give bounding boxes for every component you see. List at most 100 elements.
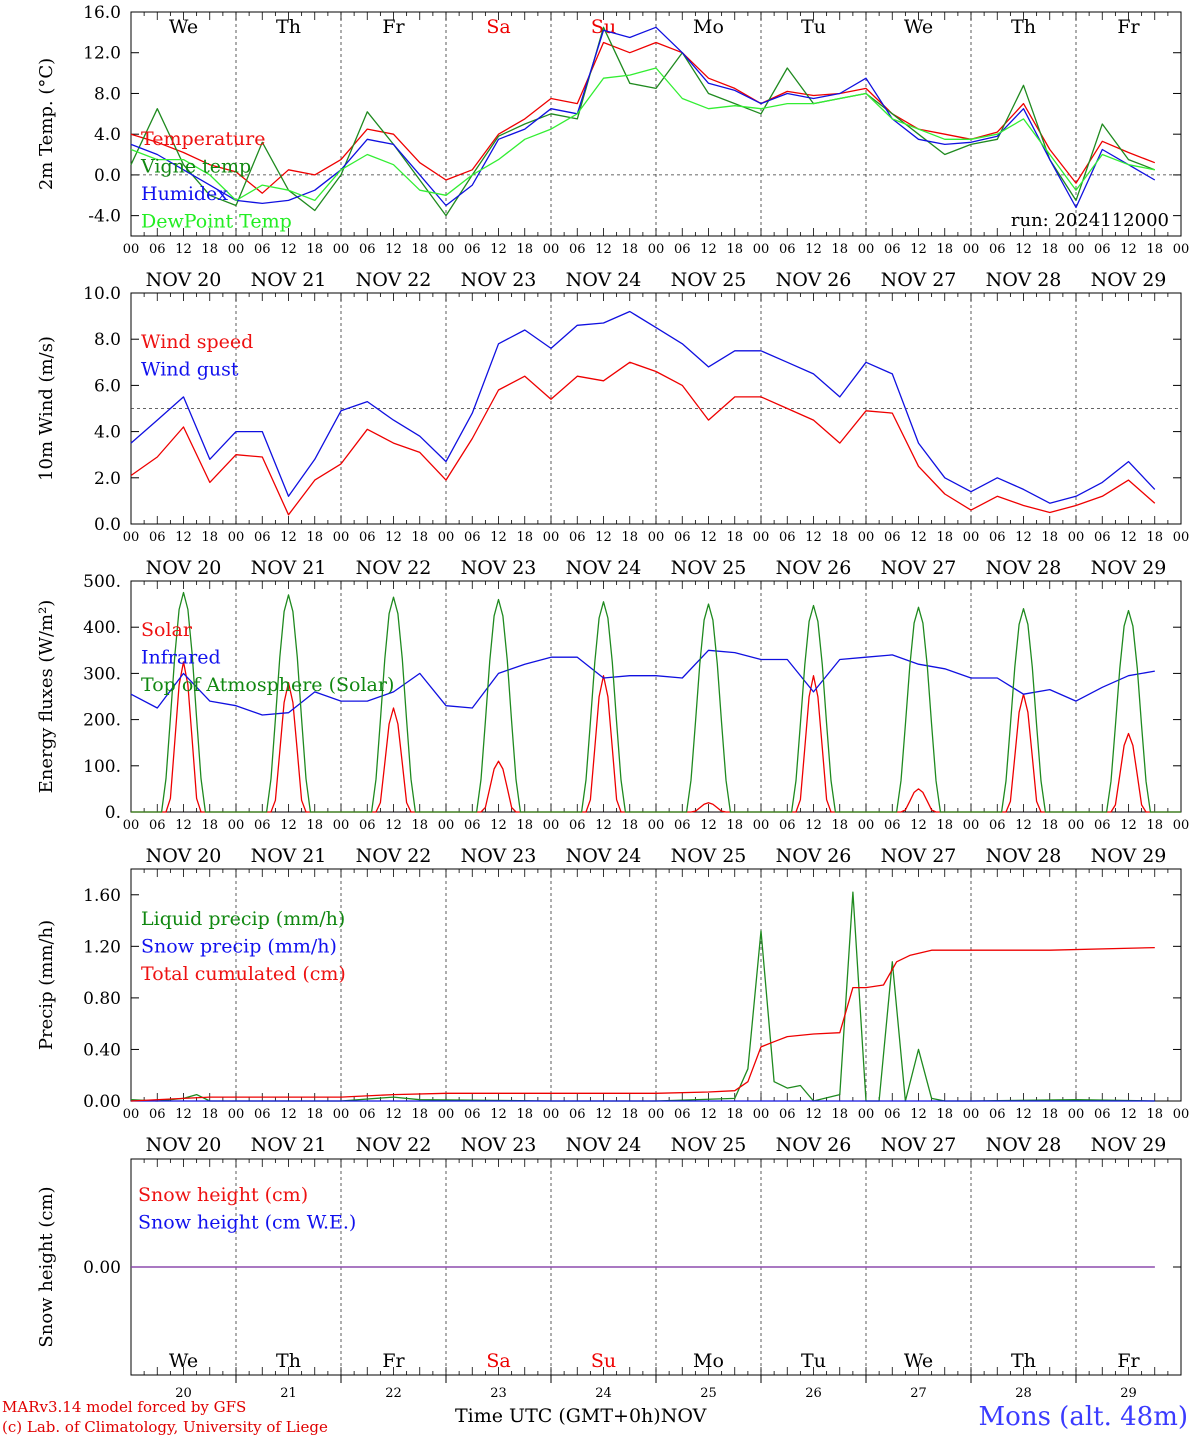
x-date-label: NOV 25 bbox=[671, 845, 747, 867]
x-hour-label: 00 bbox=[123, 530, 140, 545]
x-hour-label: 06 bbox=[359, 242, 376, 257]
legend-entry: Solar bbox=[141, 619, 193, 641]
legend-entry: Humidex bbox=[141, 183, 228, 205]
x-hour-label: 00 bbox=[963, 1107, 980, 1122]
x-hour-label: 00 bbox=[858, 242, 875, 257]
x-hour-label: 06 bbox=[569, 1107, 586, 1122]
x-hour-label: 12 bbox=[595, 242, 612, 257]
x-hour-label: 00 bbox=[858, 1107, 875, 1122]
x-hour-label: 18 bbox=[201, 818, 218, 833]
y-tick-label: 200. bbox=[83, 711, 121, 731]
x-date-label: NOV 20 bbox=[146, 845, 222, 867]
x-date-label: NOV 21 bbox=[251, 557, 327, 579]
legend-entry: Top of Atmosphere (Solar) bbox=[141, 674, 394, 696]
y-axis-label: Snow height (cm) bbox=[36, 1186, 57, 1347]
x-hour-label: 06 bbox=[884, 242, 901, 257]
panel-1: -4.0 0.0 4.0 8.0 12.0 16.0 2m Temp. (°C) 00 06 12… bbox=[36, 3, 1189, 291]
x-hour-label: 00 bbox=[333, 530, 350, 545]
x-hour-label: 00 bbox=[438, 530, 455, 545]
plot-frame bbox=[130, 11, 1182, 237]
x-hour-label: 18 bbox=[831, 242, 848, 257]
x-hour-label: 00 bbox=[753, 242, 770, 257]
x-hour-label: 06 bbox=[149, 530, 166, 545]
x-hour-label: 18 bbox=[726, 818, 743, 833]
x-hour-label: 12 bbox=[1015, 530, 1032, 545]
x-hour-label: 00 bbox=[543, 1107, 560, 1122]
x-hour-label: 12 bbox=[1015, 242, 1032, 257]
x-hour-label: 06 bbox=[254, 818, 271, 833]
x-hour-label: 12 bbox=[805, 1107, 822, 1122]
legend-entry: Snow precip (mm/h) bbox=[141, 936, 337, 958]
x-hour-label: 12 bbox=[910, 530, 927, 545]
x-hour-label: 06 bbox=[884, 818, 901, 833]
x-date-label: NOV 21 bbox=[251, 845, 327, 867]
x-hour-label: 18 bbox=[936, 242, 953, 257]
x-hour-label: 00 bbox=[333, 818, 350, 833]
x-hour-label: 06 bbox=[149, 242, 166, 257]
x-hour-label: 06 bbox=[779, 818, 796, 833]
x-hour-label: 18 bbox=[936, 530, 953, 545]
x-date-label: NOV 21 bbox=[251, 1134, 327, 1156]
x-hour-label: 18 bbox=[621, 530, 638, 545]
y-tick-label: 6.0 bbox=[94, 376, 121, 396]
x-hour-label: 06 bbox=[254, 242, 271, 257]
day-name: Fr bbox=[382, 1350, 405, 1372]
x-hour-label: 00 bbox=[228, 530, 245, 545]
y-tick-label: 0.80 bbox=[83, 989, 121, 1009]
x-hour-label: 06 bbox=[1094, 818, 1111, 833]
x-hour-label: 18 bbox=[516, 242, 533, 257]
series-line-top-of-atmosphere-solar bbox=[131, 591, 1181, 813]
x-hour-label: 18 bbox=[201, 530, 218, 545]
day-name: Mo bbox=[693, 16, 724, 38]
y-tick-label: -4.0 bbox=[88, 207, 121, 227]
x-hour-label: 12 bbox=[175, 1107, 192, 1122]
x-hour-label: 00 bbox=[753, 530, 770, 545]
x-hour-label: 18 bbox=[516, 1107, 533, 1122]
x-hour-label: 12 bbox=[175, 818, 192, 833]
x-hour-label: 06 bbox=[464, 818, 481, 833]
legend-entry: DewPoint Temp bbox=[141, 211, 292, 233]
day-number: 25 bbox=[700, 1386, 717, 1401]
legend-entry: Snow height (cm W.E.) bbox=[138, 1212, 356, 1234]
x-hour-label: 06 bbox=[569, 818, 586, 833]
x-hour-label: 18 bbox=[726, 1107, 743, 1122]
x-date-label: NOV 26 bbox=[776, 1134, 852, 1156]
x-date-label: NOV 24 bbox=[566, 845, 642, 867]
x-hour-label: 00 bbox=[123, 818, 140, 833]
x-hour-label: 06 bbox=[464, 242, 481, 257]
y-tick-label: 16.0 bbox=[83, 3, 121, 23]
x-axis-title: Time UTC (GMT+0h)NOV bbox=[455, 1405, 706, 1427]
x-hour-label: 12 bbox=[910, 1107, 927, 1122]
y-tick-label: 300. bbox=[83, 664, 121, 684]
x-hour-label: 18 bbox=[411, 1107, 428, 1122]
x-date-label: NOV 29 bbox=[1091, 845, 1167, 867]
y-tick-label: 0.0 bbox=[94, 166, 121, 186]
x-axis-month: NOV bbox=[660, 1405, 707, 1427]
day-name: Th bbox=[276, 16, 301, 38]
y-tick-label: 0.00 bbox=[83, 1092, 121, 1112]
x-date-label: NOV 24 bbox=[566, 557, 642, 579]
model-credit: MARv3.14 model forced by GFS bbox=[2, 1398, 247, 1416]
x-date-label: NOV 21 bbox=[251, 269, 327, 291]
x-hour-label: 12 bbox=[280, 530, 297, 545]
x-hour-label: 12 bbox=[385, 1107, 402, 1122]
x-hour-label: 06 bbox=[464, 530, 481, 545]
x-hour-label: 12 bbox=[910, 818, 927, 833]
x-hour-label: 06 bbox=[1094, 530, 1111, 545]
series-line-temperature bbox=[130, 41, 1156, 194]
x-date-label: NOV 29 bbox=[1091, 557, 1167, 579]
x-hour-label: 12 bbox=[595, 530, 612, 545]
day-number: 21 bbox=[280, 1386, 297, 1401]
x-hour-label: 12 bbox=[1120, 1107, 1137, 1122]
x-hour-label: 12 bbox=[1015, 1107, 1032, 1122]
day-name: Mo bbox=[693, 1350, 724, 1372]
y-axis-label: 2m Temp. (°C) bbox=[36, 58, 57, 190]
y-tick-label: 0.40 bbox=[83, 1040, 121, 1060]
x-hour-label: 12 bbox=[1120, 530, 1137, 545]
x-date-label: NOV 22 bbox=[356, 845, 432, 867]
day-name: We bbox=[904, 16, 933, 38]
x-hour-label: 06 bbox=[989, 530, 1006, 545]
x-hour-label: 18 bbox=[411, 530, 428, 545]
legend-entry: Vigne temp bbox=[140, 156, 251, 178]
x-hour-label: 12 bbox=[385, 242, 402, 257]
